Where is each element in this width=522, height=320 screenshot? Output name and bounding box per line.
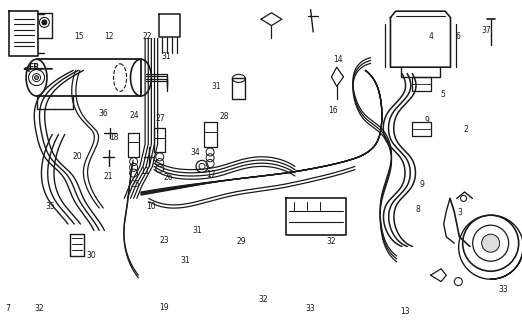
- Text: 32: 32: [259, 295, 268, 304]
- Text: 31: 31: [161, 52, 171, 60]
- Text: 28: 28: [220, 112, 229, 121]
- Text: 25: 25: [131, 180, 140, 188]
- Text: FR.: FR.: [28, 63, 43, 72]
- Text: 19: 19: [160, 303, 169, 312]
- Text: 35: 35: [45, 202, 55, 211]
- Text: 7: 7: [5, 304, 10, 313]
- Text: 20: 20: [73, 152, 82, 161]
- Text: 2: 2: [463, 125, 468, 134]
- Text: 5: 5: [440, 90, 445, 99]
- Text: 21: 21: [104, 172, 113, 180]
- Text: 27: 27: [156, 114, 165, 123]
- Text: 6: 6: [456, 32, 461, 41]
- Circle shape: [34, 76, 39, 80]
- Text: 32: 32: [327, 237, 336, 246]
- Text: 26: 26: [164, 173, 173, 182]
- FancyArrowPatch shape: [25, 67, 52, 71]
- Text: 31: 31: [181, 256, 190, 265]
- Text: 18: 18: [109, 133, 118, 142]
- Text: 12: 12: [104, 32, 113, 41]
- Text: 13: 13: [400, 308, 409, 316]
- Text: 24: 24: [130, 111, 139, 120]
- Text: 37: 37: [482, 26, 491, 35]
- Text: 15: 15: [75, 32, 84, 41]
- Text: 33: 33: [306, 304, 315, 313]
- Circle shape: [42, 20, 47, 25]
- Text: 34: 34: [191, 148, 200, 156]
- Text: 22: 22: [143, 32, 152, 41]
- Text: 9: 9: [424, 116, 430, 124]
- Text: 30: 30: [87, 252, 96, 260]
- Text: 10: 10: [147, 202, 156, 211]
- Text: 16: 16: [328, 106, 338, 115]
- Text: 33: 33: [499, 285, 508, 294]
- Text: 23: 23: [160, 236, 169, 244]
- Text: 36: 36: [99, 109, 108, 118]
- Text: 4: 4: [428, 32, 433, 41]
- Text: 31: 31: [212, 82, 221, 91]
- Text: 3: 3: [457, 208, 462, 217]
- Text: 17: 17: [207, 170, 216, 179]
- Text: 32: 32: [34, 304, 44, 313]
- Text: 9: 9: [419, 180, 424, 188]
- Circle shape: [482, 234, 500, 252]
- Text: 14: 14: [334, 55, 343, 64]
- Text: 29: 29: [236, 237, 246, 246]
- Text: 8: 8: [415, 205, 420, 214]
- Text: 11: 11: [140, 167, 150, 176]
- Text: 31: 31: [193, 226, 202, 235]
